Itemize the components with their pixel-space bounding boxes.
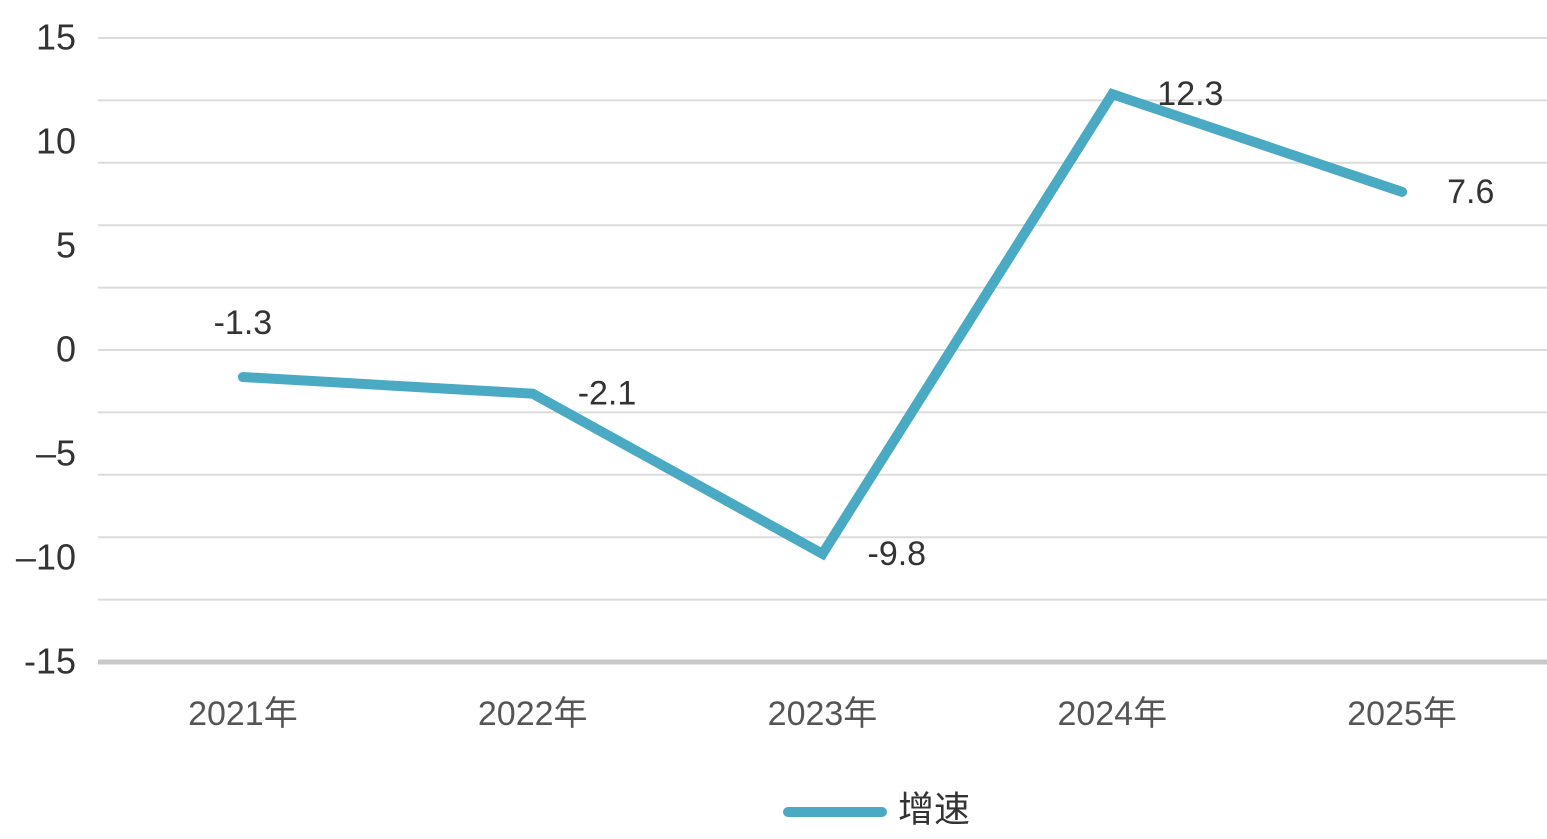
y-tick-label: 0 [56, 329, 76, 370]
data-label: -2.1 [578, 375, 637, 413]
y-tick-label: –5 [36, 433, 76, 474]
y-tick-label: 5 [56, 225, 76, 266]
legend-label: 增速 [898, 789, 970, 830]
x-tick-label: 2024年 [1057, 695, 1167, 733]
x-tick-label: 2023年 [768, 695, 878, 733]
data-label: -9.8 [868, 535, 927, 573]
x-tick-label: 2022年 [478, 695, 588, 733]
x-tick-label: 2021年 [188, 695, 298, 733]
data-label: 7.6 [1447, 173, 1494, 211]
data-line [237, 88, 1408, 561]
data-label: 12.3 [1157, 75, 1223, 113]
x-tick-label: 2025年 [1347, 695, 1457, 733]
data-label: -1.3 [214, 304, 273, 342]
y-tick-label: 10 [36, 121, 76, 162]
y-tick-label: –10 [16, 537, 76, 578]
y-tick-label: -15 [24, 641, 76, 682]
y-tick-label: 15 [36, 17, 76, 58]
